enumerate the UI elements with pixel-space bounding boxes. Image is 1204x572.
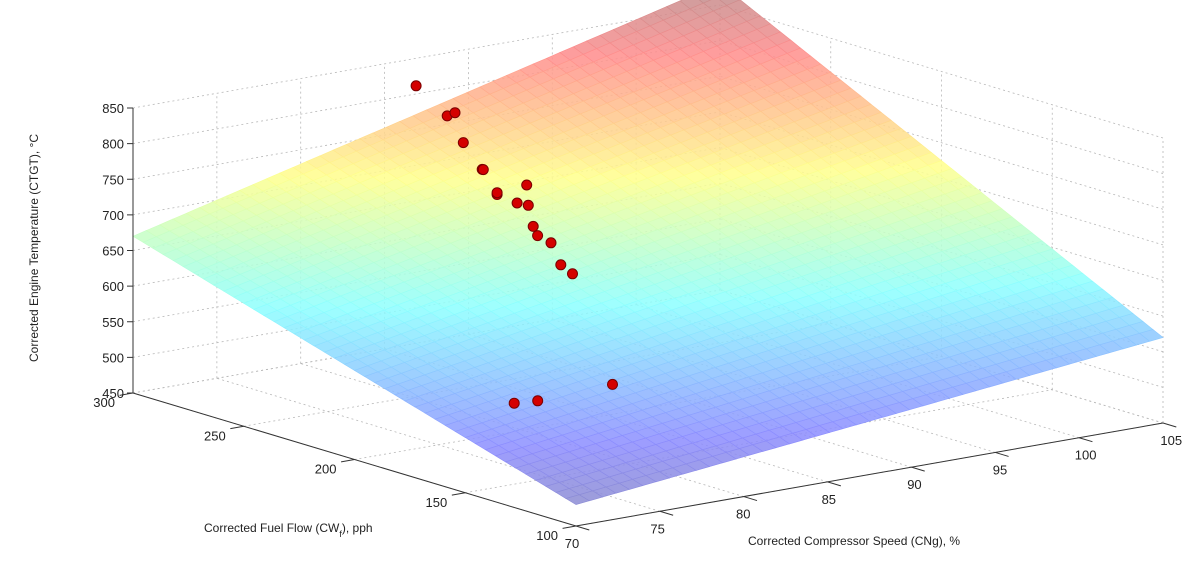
y-tick-label: 300 (93, 395, 115, 410)
z-tick-label: 800 (102, 137, 124, 152)
data-point (522, 199, 534, 211)
x-tick-mark (911, 466, 925, 472)
z-tick-label: 600 (102, 279, 124, 294)
x-tick-label: 75 (650, 521, 664, 536)
surface-patch (699, 0, 712, 4)
x-tick-label: 105 (1160, 433, 1182, 448)
x-tick-label: 100 (1075, 448, 1097, 463)
data-point (607, 378, 618, 390)
data-point (511, 197, 523, 209)
y-tick-label: 200 (315, 462, 337, 477)
x-tick-mark (575, 525, 590, 531)
z-tick-label: 650 (102, 244, 124, 259)
floor-gridline-y (465, 389, 1053, 494)
y-tick-label: 250 (204, 428, 226, 443)
data-point (555, 259, 567, 271)
data-points-layer (410, 80, 618, 409)
data-point (532, 230, 544, 242)
y-tick-label: 100 (536, 528, 558, 543)
x-tick-label: 90 (907, 477, 921, 492)
x-tick-mark (743, 496, 758, 502)
data-point (477, 164, 489, 176)
data-point (457, 137, 469, 149)
y-tick-mark (340, 459, 355, 463)
right-wall-gridline-z (719, 4, 1164, 139)
y-axis-label: Corrected Fuel Flow (CWf), pph (204, 521, 373, 539)
x-tick-label: 80 (736, 507, 750, 522)
z-axis-label: Corrected Engine Temperature (CTGT), °C (27, 134, 41, 362)
z-tick-label: 500 (102, 350, 124, 365)
data-point (545, 237, 557, 249)
x-tick-label: 85 (822, 492, 836, 507)
x-tick-mark (995, 451, 1009, 457)
z-tick-label: 450 (102, 386, 124, 401)
data-point (491, 187, 503, 199)
x-tick-label: 70 (565, 536, 579, 551)
data-point (567, 268, 578, 280)
data-point (521, 179, 533, 191)
z-tick-label: 700 (102, 208, 124, 223)
surface-patch (1138, 329, 1164, 342)
y-tick-mark (562, 525, 577, 529)
back-wall-gridline-z (132, 4, 721, 109)
x-axis-label: Corrected Compressor Speed (CNg), % (748, 534, 960, 548)
y-tick-mark (451, 492, 466, 496)
x-tick-mark (827, 481, 842, 487)
data-point (449, 107, 461, 119)
x-tick-mark (1078, 437, 1093, 443)
x-tick-mark (1162, 422, 1177, 428)
data-point (527, 220, 539, 232)
y-tick-mark (230, 425, 244, 430)
data-point (508, 397, 520, 409)
axes-layer (119, 107, 1177, 531)
x-axis-line (575, 422, 1164, 527)
surface-layer (132, 0, 1164, 505)
z-tick-label: 750 (102, 172, 124, 187)
data-point (410, 80, 422, 92)
y-tick-label: 150 (426, 495, 448, 510)
z-tick-label: 550 (102, 315, 124, 330)
x-tick-label: 95 (993, 462, 1007, 477)
x-tick-mark (659, 510, 674, 516)
data-point (532, 395, 544, 407)
z-tick-label: 850 (102, 101, 124, 116)
